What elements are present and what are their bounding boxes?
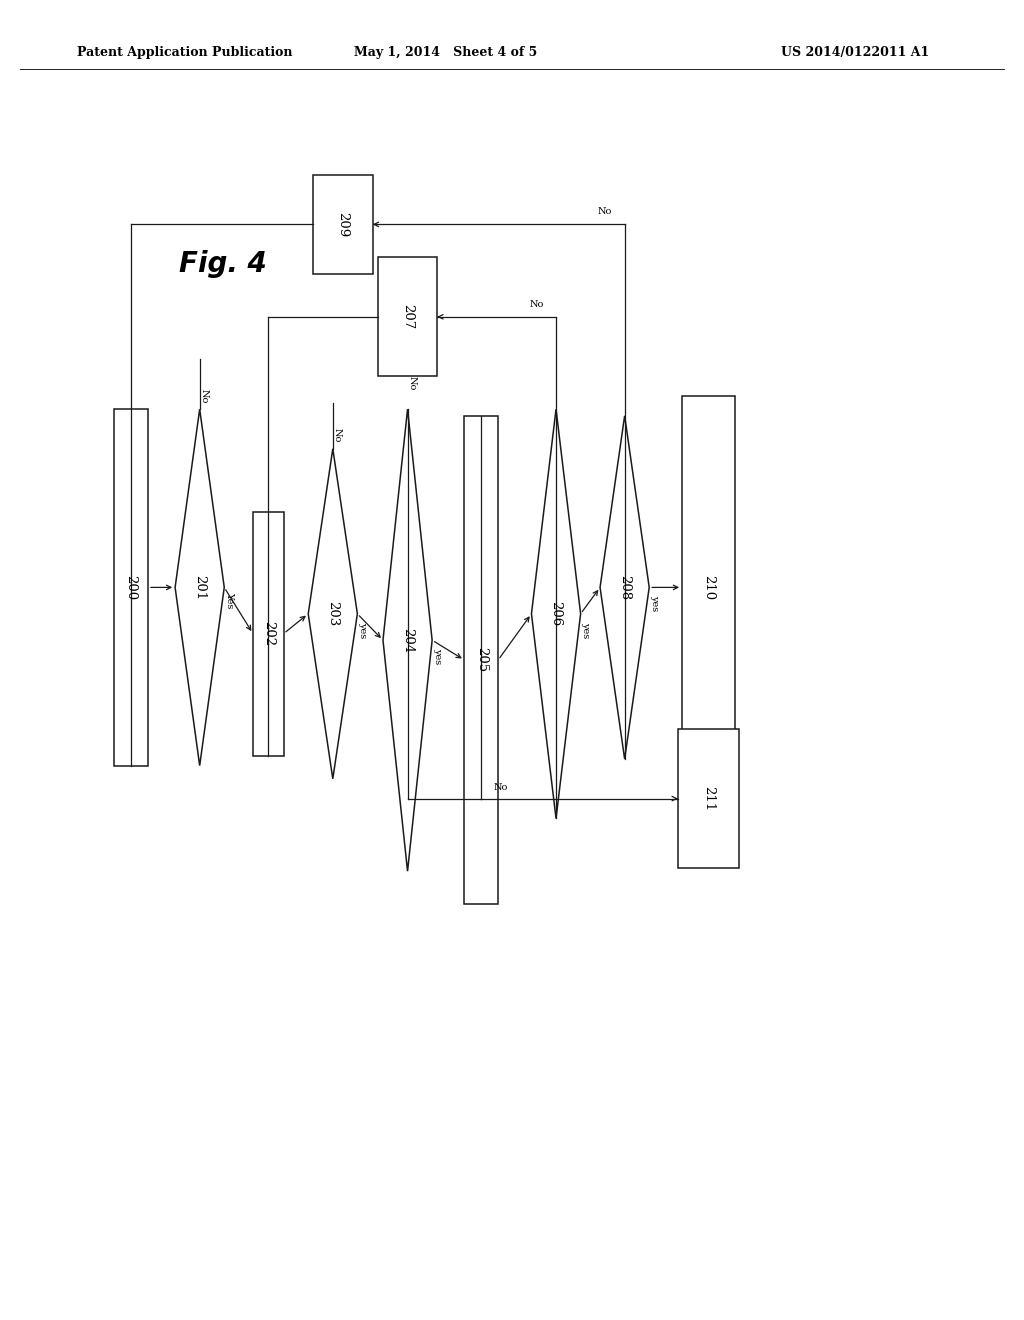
Polygon shape — [531, 409, 581, 818]
Text: yes: yes — [582, 622, 590, 638]
Text: No: No — [529, 300, 544, 309]
Text: No: No — [333, 429, 341, 442]
Text: US 2014/0122011 A1: US 2014/0122011 A1 — [781, 46, 929, 59]
Text: 205: 205 — [475, 647, 487, 673]
Text: 203: 203 — [327, 601, 339, 627]
Bar — [115, 409, 148, 766]
Text: 200: 200 — [125, 574, 137, 601]
Text: No: No — [494, 783, 508, 792]
Text: 208: 208 — [618, 574, 631, 601]
Bar — [253, 511, 284, 755]
Text: yes: yes — [433, 648, 441, 664]
Text: No: No — [200, 389, 208, 403]
Text: 206: 206 — [550, 601, 562, 627]
Text: No: No — [598, 207, 612, 216]
Text: yes: yes — [358, 622, 367, 638]
Text: Fig. 4: Fig. 4 — [179, 249, 267, 279]
Text: Yes: Yes — [225, 593, 233, 609]
Text: 207: 207 — [401, 304, 414, 330]
Bar — [464, 416, 498, 904]
Text: 210: 210 — [702, 574, 715, 601]
Text: 204: 204 — [401, 627, 414, 653]
Polygon shape — [383, 409, 432, 871]
Text: No: No — [408, 376, 416, 389]
Bar — [678, 729, 739, 869]
Bar — [682, 396, 735, 779]
Polygon shape — [175, 409, 224, 766]
Polygon shape — [600, 416, 649, 759]
Text: 201: 201 — [194, 574, 206, 601]
Text: 202: 202 — [262, 620, 274, 647]
Text: 211: 211 — [702, 785, 715, 812]
Text: Patent Application Publication: Patent Application Publication — [77, 46, 292, 59]
Polygon shape — [308, 449, 357, 779]
Text: 209: 209 — [337, 211, 349, 238]
Text: yes: yes — [650, 595, 658, 611]
Bar — [313, 176, 373, 275]
Text: May 1, 2014   Sheet 4 of 5: May 1, 2014 Sheet 4 of 5 — [354, 46, 537, 59]
Bar — [378, 257, 437, 376]
